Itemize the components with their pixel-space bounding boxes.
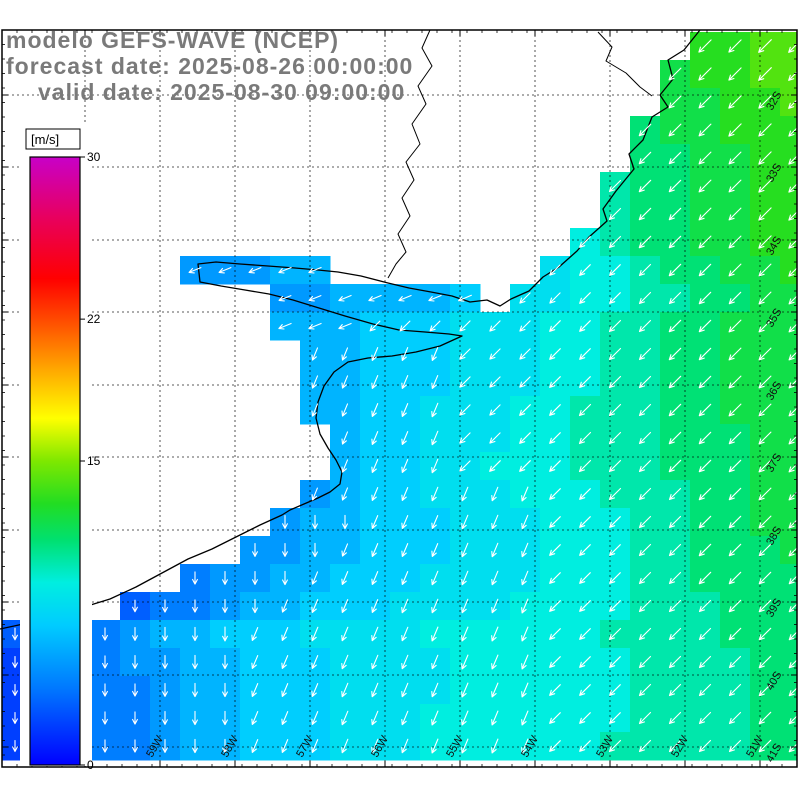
coastline-group — [0, 29, 701, 630]
wave-field-cells — [2, 32, 797, 761]
svg-text:0: 0 — [87, 758, 94, 772]
forecast-date: forecast date: 2025-08-26 00:00:00 — [6, 53, 414, 79]
model-title: modelo GEFS-WAVE (NCEP) — [6, 27, 340, 53]
wave-direction-arrows — [12, 39, 797, 754]
svg-text:30: 30 — [87, 150, 101, 164]
svg-text:15: 15 — [87, 454, 101, 468]
colorbar-unit-box — [25, 128, 81, 150]
valid-date: valid date: 2025-08-30 09:00:00 — [38, 79, 406, 105]
colorbar-ticks: 30 22 15 0 — [80, 150, 101, 772]
map-frame — [1, 29, 798, 768]
colorbar-unit-label: [m/s] — [31, 132, 59, 147]
colorbar-gradient — [29, 156, 81, 766]
colorbar: [m/s] 30 22 15 0 — [20, 122, 101, 772]
svg-text:22: 22 — [87, 312, 101, 326]
